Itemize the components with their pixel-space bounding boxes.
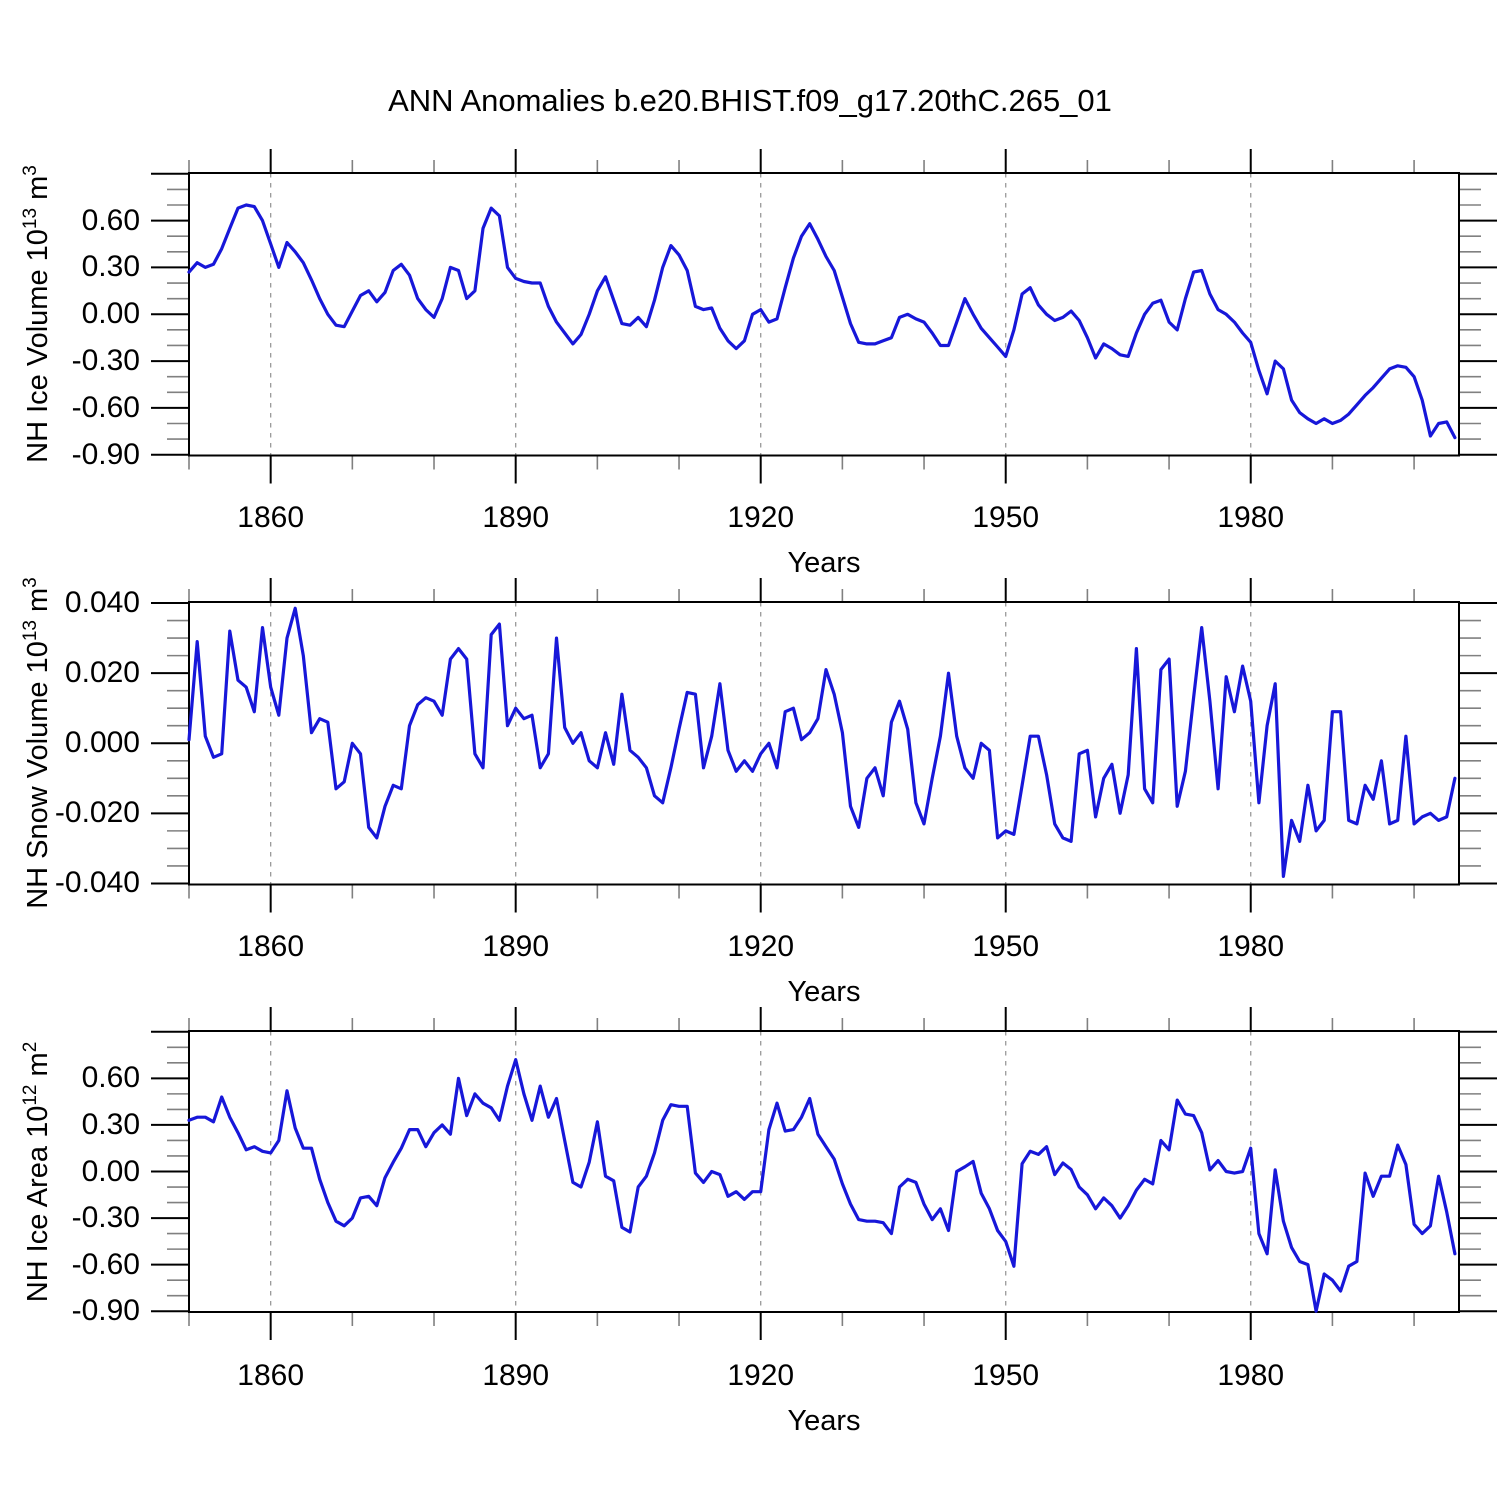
panel-frame bbox=[188, 172, 1460, 457]
y-tick-label: 0.040 bbox=[64, 586, 140, 620]
x-tick-label: 1920 bbox=[727, 930, 795, 963]
x-axis-title-panel1: Years bbox=[787, 547, 861, 579]
exponent: 2 bbox=[19, 1041, 41, 1053]
x-tick-label: 1920 bbox=[727, 501, 795, 534]
x-tick-label: 1950 bbox=[972, 1359, 1040, 1392]
x-axis-title-panel3: Years bbox=[787, 1405, 861, 1437]
x-tick-label: 1860 bbox=[237, 930, 305, 963]
y-tick-label: 0.60 bbox=[81, 203, 140, 237]
y-tick-label: 0.020 bbox=[64, 656, 140, 690]
y-tick-label: 0.00 bbox=[81, 297, 140, 331]
series-line-nh-ice-area bbox=[187, 1058, 1457, 1313]
y-tick-label: -0.040 bbox=[54, 866, 140, 900]
x-axis-title-panel2: Years bbox=[787, 976, 861, 1008]
y-tick-label: -0.30 bbox=[71, 344, 140, 378]
y-tick-label: 0.30 bbox=[81, 250, 140, 284]
panel-frame bbox=[188, 1030, 1460, 1313]
x-tick-label: 1950 bbox=[972, 930, 1040, 963]
x-tick-label: 1860 bbox=[237, 501, 305, 534]
x-tick-label: 1920 bbox=[727, 1359, 795, 1392]
y-tick-label: 0.00 bbox=[81, 1154, 140, 1188]
y-tick-label: -0.60 bbox=[71, 390, 140, 424]
y-tick-label: -0.90 bbox=[71, 437, 140, 471]
chart-title: ANN Anomalies b.e20.BHIST.f09_g17.20thC.… bbox=[388, 83, 1112, 118]
exponent: 13 bbox=[19, 620, 41, 642]
x-tick-label: 1860 bbox=[237, 1359, 305, 1392]
x-tick-label: 1980 bbox=[1217, 1359, 1285, 1392]
y-tick-label: -0.020 bbox=[54, 796, 140, 830]
series-line-nh-snow-volume bbox=[187, 606, 1457, 879]
exponent: 3 bbox=[19, 165, 41, 176]
y-tick-label: 0.30 bbox=[81, 1107, 140, 1141]
x-tick-label: 1890 bbox=[482, 1359, 550, 1392]
x-tick-label: 1950 bbox=[972, 501, 1040, 534]
x-tick-label: 1890 bbox=[482, 930, 550, 963]
panel-frame bbox=[188, 601, 1460, 886]
y-tick-label: 0.000 bbox=[64, 726, 140, 760]
x-tick-label: 1980 bbox=[1217, 501, 1285, 534]
y-tick-label: 0.60 bbox=[81, 1061, 140, 1095]
y-tick-label: -0.60 bbox=[71, 1247, 140, 1281]
x-tick-label: 1890 bbox=[482, 501, 550, 534]
x-tick-label: 1980 bbox=[1217, 930, 1285, 963]
series-line-nh-ice-volume bbox=[187, 203, 1457, 440]
y-tick-label: -0.90 bbox=[71, 1294, 140, 1328]
y-tick-label: -0.30 bbox=[71, 1201, 140, 1235]
